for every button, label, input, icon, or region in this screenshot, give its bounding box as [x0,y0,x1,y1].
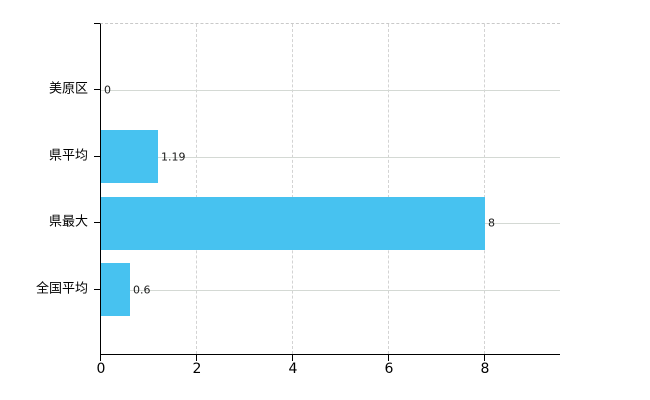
x-axis-tick [100,355,101,361]
x-tick-label: 2 [192,361,202,377]
horizontal-gridline [101,90,560,91]
y-axis-end-tick [94,23,100,24]
x-tick-label: 0 [96,361,106,377]
y-axis-tick [94,222,100,223]
category-label: 全国平均 [35,281,88,297]
bar-value-label: 0.6 [133,283,151,297]
y-axis-tick [94,289,100,290]
x-axis-tick [484,355,485,361]
horizontal-gridline [101,157,560,158]
category-label: 県平均 [48,148,88,164]
vertical-gridline [196,24,197,354]
y-axis-tick [94,156,100,157]
bar [101,263,130,316]
x-tick-label: 4 [288,361,298,377]
bar [101,130,158,183]
category-label: 県最大 [48,214,88,230]
bar [101,197,485,250]
vertical-gridline [292,24,293,354]
x-axis-tick [196,355,197,361]
x-axis-tick [292,355,293,361]
bar-value-label: 1.19 [161,150,186,164]
plot-area: 0 1.19 8 0.6 [100,23,560,355]
x-tick-label: 8 [480,361,490,377]
horizontal-gridline [101,290,560,291]
vertical-gridline [388,24,389,354]
vertical-gridline [484,24,485,354]
bar-value-label: 8 [488,216,495,230]
category-label: 美原区 [48,81,88,97]
x-axis-tick [388,355,389,361]
y-axis-tick [94,89,100,90]
x-tick-label: 6 [384,361,394,377]
bar-value-label: 0 [104,83,111,97]
